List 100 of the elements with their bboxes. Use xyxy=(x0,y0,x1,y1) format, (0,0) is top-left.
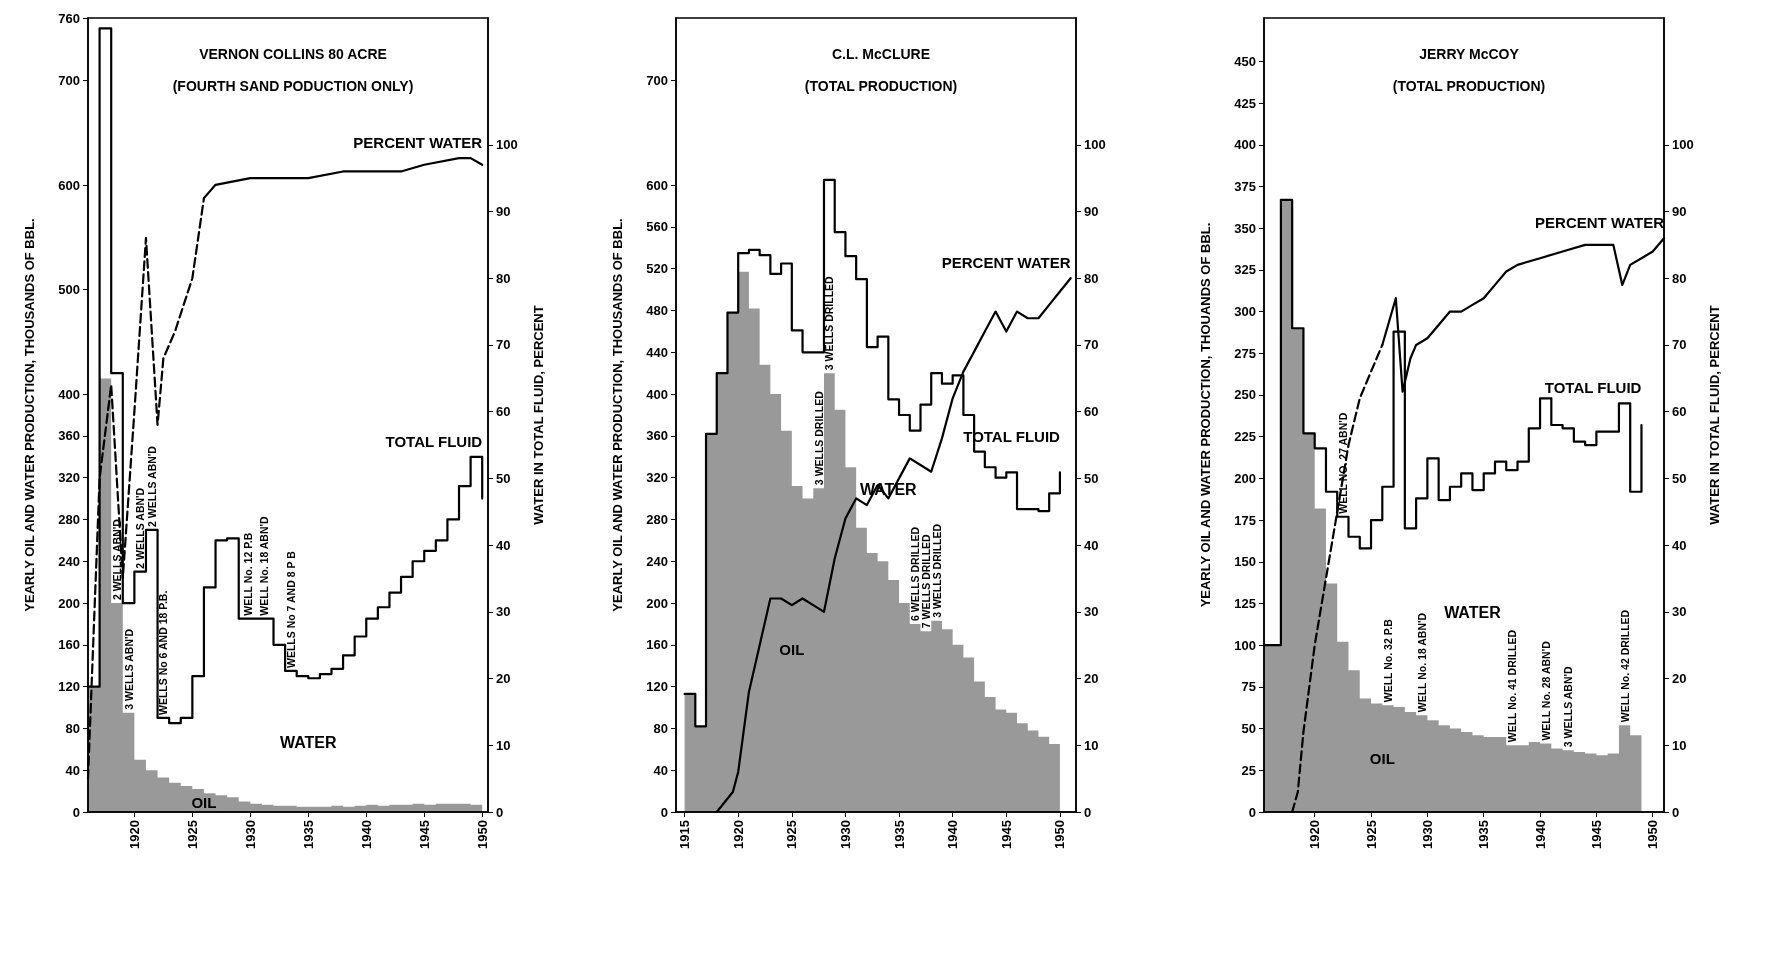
x-tick-label: 1915 xyxy=(677,820,693,849)
y2-tick-label: 80 xyxy=(1672,270,1687,286)
y-axis-title: YEARLY OIL AND WATER PRODUCTION, THOUANDS OF BBL. xyxy=(1198,222,1213,608)
series-label: PERCENT WATER xyxy=(353,134,483,152)
y2-tick-label: 90 xyxy=(1084,204,1099,219)
y-tick-label: 250 xyxy=(1234,387,1256,403)
annotation: 3 WELLS DRILLED xyxy=(823,275,836,371)
annotation: WELL No. 32 P.B xyxy=(1381,618,1394,703)
y-tick-label: 560 xyxy=(646,219,668,235)
x-tick-label: 1920 xyxy=(730,820,746,849)
text: (TOTAL PRODUCTION) xyxy=(804,78,958,94)
y2-tick-label: 20 xyxy=(1672,671,1687,687)
y-tick-label: 320 xyxy=(58,470,80,486)
y-tick-label: 360 xyxy=(58,428,80,444)
y2-tick-label: 50 xyxy=(1672,470,1687,486)
annotation: 3 WELLS ABN'D xyxy=(122,628,135,710)
y2-tick-label: 30 xyxy=(1084,604,1099,620)
y-tick-label: 500 xyxy=(58,282,80,298)
y-tick-label: 325 xyxy=(1234,262,1256,278)
y-tick-label: 125 xyxy=(1234,595,1256,611)
annotation: WATER xyxy=(279,734,338,752)
x-tick-label: 1935 xyxy=(891,820,907,849)
text: (TOTAL PRODUCTION) xyxy=(1392,78,1546,94)
annotation: WELL No. 28 ABN'D xyxy=(1539,640,1552,741)
y-tick-label: 160 xyxy=(58,637,80,653)
text: C.L. McCLURE xyxy=(832,46,930,62)
y2-tick-label: 20 xyxy=(496,671,511,687)
y-tick-label: 425 xyxy=(1234,95,1256,111)
y-tick-label: 0 xyxy=(1248,804,1256,820)
y-tick-label: 375 xyxy=(1234,178,1256,194)
annotation: WELL No. 42 DRILLED xyxy=(1618,609,1631,723)
y-tick-label: 480 xyxy=(646,303,668,319)
y2-tick-label: 30 xyxy=(496,604,511,620)
y-tick-label: 400 xyxy=(1234,137,1256,153)
y2-tick-label: 70 xyxy=(1084,337,1099,353)
y2-tick-label: 80 xyxy=(496,270,511,286)
y-tick-label: 760 xyxy=(58,10,80,26)
y-tick-label: 400 xyxy=(646,386,668,402)
y-tick-label: 450 xyxy=(1234,53,1256,69)
y2-tick-label: 40 xyxy=(1672,537,1687,553)
y2-tick-label: 100 xyxy=(1084,137,1106,153)
y-tick-label: 600 xyxy=(58,177,80,193)
annotation: 6 WELLS DRILLED xyxy=(909,526,922,621)
annotation: WELLS No 6 AND 18 P.B. xyxy=(157,590,170,715)
y-tick-label: 80 xyxy=(65,720,80,736)
annotation: 3 WELLS DRILLED xyxy=(812,390,825,486)
y-tick-label: 280 xyxy=(58,511,80,527)
y-tick-label: 200 xyxy=(646,595,668,611)
y-tick-label: 120 xyxy=(58,679,80,695)
y2-tick-label: 60 xyxy=(1084,404,1099,420)
y2-tick-label: 10 xyxy=(1084,737,1099,753)
y-axis-title: YEARLY OIL AND WATER PRODUCTION, THOUSANDS OF BBL. xyxy=(610,218,625,612)
y-tick-label: 240 xyxy=(646,553,668,569)
y-tick-label: 200 xyxy=(58,595,80,611)
y-tick-label: 0 xyxy=(72,804,80,820)
y2-tick-label: 30 xyxy=(1672,604,1687,620)
y2-tick-label: 90 xyxy=(1672,204,1687,219)
x-tick-label: 1935 xyxy=(1476,820,1492,849)
series-label: TOTAL FLUID xyxy=(385,432,483,450)
y-tick-label: 200 xyxy=(1234,470,1256,486)
series-label: TOTAL FLUID xyxy=(1544,379,1642,397)
annotation: 7 WELLS DRILLED xyxy=(919,533,932,629)
y2-tick-label: 80 xyxy=(1084,270,1099,286)
y2-tick-label: 0 xyxy=(496,804,504,820)
y-tick-label: 700 xyxy=(646,73,668,89)
y2-tick-label: 50 xyxy=(496,470,511,486)
x-tick-label: 1935 xyxy=(300,820,316,849)
y-tick-label: 520 xyxy=(646,261,668,277)
x-tick-label: 1920 xyxy=(126,820,142,849)
y2-tick-label: 10 xyxy=(1672,737,1687,753)
x-tick-label: 1940 xyxy=(358,820,374,849)
y-tick-label: 100 xyxy=(1234,637,1256,653)
x-tick-label: 1930 xyxy=(1419,820,1435,849)
annotation: 3 WELLS ABN'D xyxy=(1562,666,1575,748)
x-tick-label: 1950 xyxy=(474,820,490,849)
series-label: OIL xyxy=(779,640,805,658)
annotation: WELL No. 18 ABN'D xyxy=(1415,612,1428,713)
y-tick-label: 120 xyxy=(646,679,668,695)
y-tick-label: 350 xyxy=(1234,220,1256,236)
series-label: OIL xyxy=(1369,750,1395,768)
y-tick-label: 25 xyxy=(1241,762,1256,778)
y2-tick-label: 70 xyxy=(496,337,511,353)
x-tick-label: 1920 xyxy=(1307,820,1323,849)
y2-tick-label: 40 xyxy=(496,537,511,553)
y-tick-label: 440 xyxy=(646,344,668,360)
y2-tick-label: 100 xyxy=(496,137,518,153)
x-tick-label: 1950 xyxy=(1645,820,1661,849)
y2-tick-label: 40 xyxy=(1084,537,1099,553)
y-tick-label: 50 xyxy=(1241,721,1256,737)
y-tick-label: 600 xyxy=(646,177,668,193)
y-tick-label: 160 xyxy=(646,637,668,653)
y2-tick-label: 100 xyxy=(1672,137,1694,153)
y-tick-label: 150 xyxy=(1234,554,1256,570)
annotation: WELL No. 41 DRILLED xyxy=(1505,629,1518,743)
y-tick-label: 175 xyxy=(1234,512,1256,528)
y2-tick-label: 20 xyxy=(1084,671,1099,687)
y-tick-label: 40 xyxy=(653,762,668,778)
y2-axis-title: WATER IN TOTAL FLUID, PERCENT xyxy=(1707,305,1722,525)
annotation: WATER xyxy=(1444,604,1502,622)
x-tick-label: 1945 xyxy=(1588,820,1604,849)
